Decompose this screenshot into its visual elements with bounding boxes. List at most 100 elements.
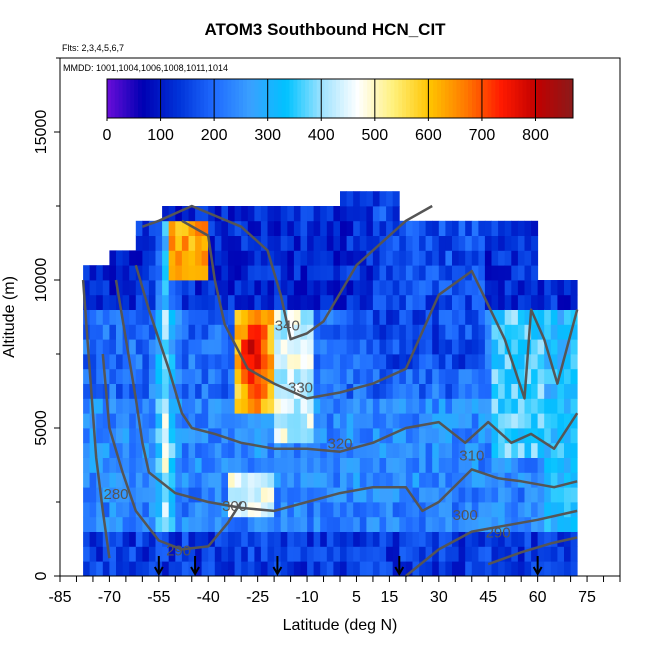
heatmap-cell xyxy=(359,220,367,236)
heatmap-cell xyxy=(366,546,374,562)
heatmap-cell xyxy=(181,250,189,266)
heatmap-cell xyxy=(340,294,347,310)
heatmap-cell xyxy=(537,472,545,488)
heatmap-cell xyxy=(346,516,354,532)
colorbar-segment xyxy=(483,79,489,118)
heatmap-cell xyxy=(405,413,413,429)
heatmap-cell xyxy=(148,265,156,281)
heatmap-cell xyxy=(524,324,532,340)
heatmap-cell xyxy=(142,324,150,340)
heatmap-cell xyxy=(122,280,130,296)
heatmap-cell xyxy=(544,383,552,399)
heatmap-cell xyxy=(287,354,295,370)
heatmap-cell xyxy=(399,383,407,399)
heatmap-cell xyxy=(478,516,486,532)
heatmap-cell xyxy=(438,428,446,444)
heatmap-cell xyxy=(372,368,380,384)
heatmap-cell xyxy=(274,457,282,473)
heatmap-cell xyxy=(267,561,275,577)
heatmap-cell xyxy=(458,561,466,577)
heatmap-cell xyxy=(254,472,262,488)
heatmap-cell xyxy=(293,354,301,370)
heatmap-cell xyxy=(517,472,525,488)
heatmap-cell xyxy=(372,354,380,370)
heatmap-cell xyxy=(425,546,433,562)
x-tick-label: 15 xyxy=(381,589,399,606)
heatmap-cell xyxy=(320,280,328,296)
heatmap-cell xyxy=(109,294,117,310)
heatmap-cell xyxy=(195,531,203,547)
heatmap-cell xyxy=(96,502,104,518)
heatmap-cell xyxy=(557,502,565,518)
dates-note: MMDD: 1001,1004,1006,1008,1011,1014 xyxy=(63,63,228,73)
heatmap-cell xyxy=(135,502,143,518)
heatmap-cell xyxy=(116,324,123,340)
heatmap-cell xyxy=(425,339,433,355)
heatmap-cell xyxy=(478,502,486,518)
colorbar-segment xyxy=(204,79,209,118)
colorbar-segment xyxy=(367,79,372,118)
heatmap-cell xyxy=(241,472,249,488)
heatmap-cell xyxy=(333,398,341,414)
heatmap-cell xyxy=(471,398,479,414)
heatmap-cell xyxy=(320,206,328,222)
heatmap-cell xyxy=(254,265,262,281)
heatmap-cell xyxy=(550,339,558,355)
heatmap-cell xyxy=(280,442,288,458)
heatmap-cell xyxy=(208,368,216,384)
heatmap-cell xyxy=(195,472,203,488)
heatmap-cell xyxy=(412,502,420,518)
colorbar-tick-label: 0 xyxy=(103,127,112,144)
heatmap-cell xyxy=(116,561,123,577)
heatmap-cell xyxy=(353,502,361,518)
heatmap-cell xyxy=(208,309,216,325)
heatmap-cell xyxy=(122,324,130,340)
heatmap-cell xyxy=(399,250,407,266)
x-tick-label: 60 xyxy=(529,589,547,606)
heatmap-cell xyxy=(280,250,288,266)
heatmap-cell xyxy=(260,398,268,414)
heatmap-cell xyxy=(122,457,130,473)
heatmap-cell xyxy=(175,546,183,562)
heatmap-cell xyxy=(340,531,347,547)
heatmap-cell xyxy=(234,309,242,325)
heatmap-cell xyxy=(228,294,235,310)
heatmap-cell xyxy=(346,250,354,266)
heatmap-cell xyxy=(260,472,268,488)
colorbar-segment xyxy=(192,79,197,118)
heatmap-cell xyxy=(471,561,479,577)
heatmap-cell xyxy=(208,531,216,547)
heatmap-cell xyxy=(372,339,380,355)
heatmap-cell xyxy=(484,220,492,236)
heatmap-cell xyxy=(122,250,130,266)
heatmap-cell xyxy=(188,294,196,310)
heatmap-cell xyxy=(564,457,571,473)
heatmap-cell xyxy=(83,354,91,370)
heatmap-cell xyxy=(386,220,394,236)
heatmap-cell xyxy=(320,531,328,547)
heatmap-cell xyxy=(531,472,539,488)
heatmap-cell xyxy=(524,265,532,281)
heatmap-cell xyxy=(511,265,519,281)
heatmap-cell xyxy=(452,220,459,236)
heatmap-cell xyxy=(214,294,222,310)
heatmap-cell xyxy=(570,280,578,296)
heatmap-cell xyxy=(471,472,479,488)
heatmap-cell xyxy=(234,339,242,355)
heatmap-cell xyxy=(498,531,506,547)
heatmap-cell xyxy=(504,280,512,296)
heatmap-cell xyxy=(274,235,282,251)
colorbar-segment xyxy=(138,79,143,118)
heatmap-cell xyxy=(471,428,479,444)
heatmap-cell xyxy=(465,413,473,429)
heatmap-cell xyxy=(346,531,354,547)
heatmap-cell xyxy=(214,235,222,251)
colorbar-segment xyxy=(386,79,391,118)
heatmap-cell xyxy=(142,280,150,296)
heatmap-cell xyxy=(550,398,558,414)
colorbar-segment xyxy=(242,79,248,118)
heatmap-cell xyxy=(386,324,394,340)
heatmap-cell xyxy=(148,368,156,384)
heatmap-cell xyxy=(419,561,427,577)
heatmap-cell xyxy=(175,339,183,355)
